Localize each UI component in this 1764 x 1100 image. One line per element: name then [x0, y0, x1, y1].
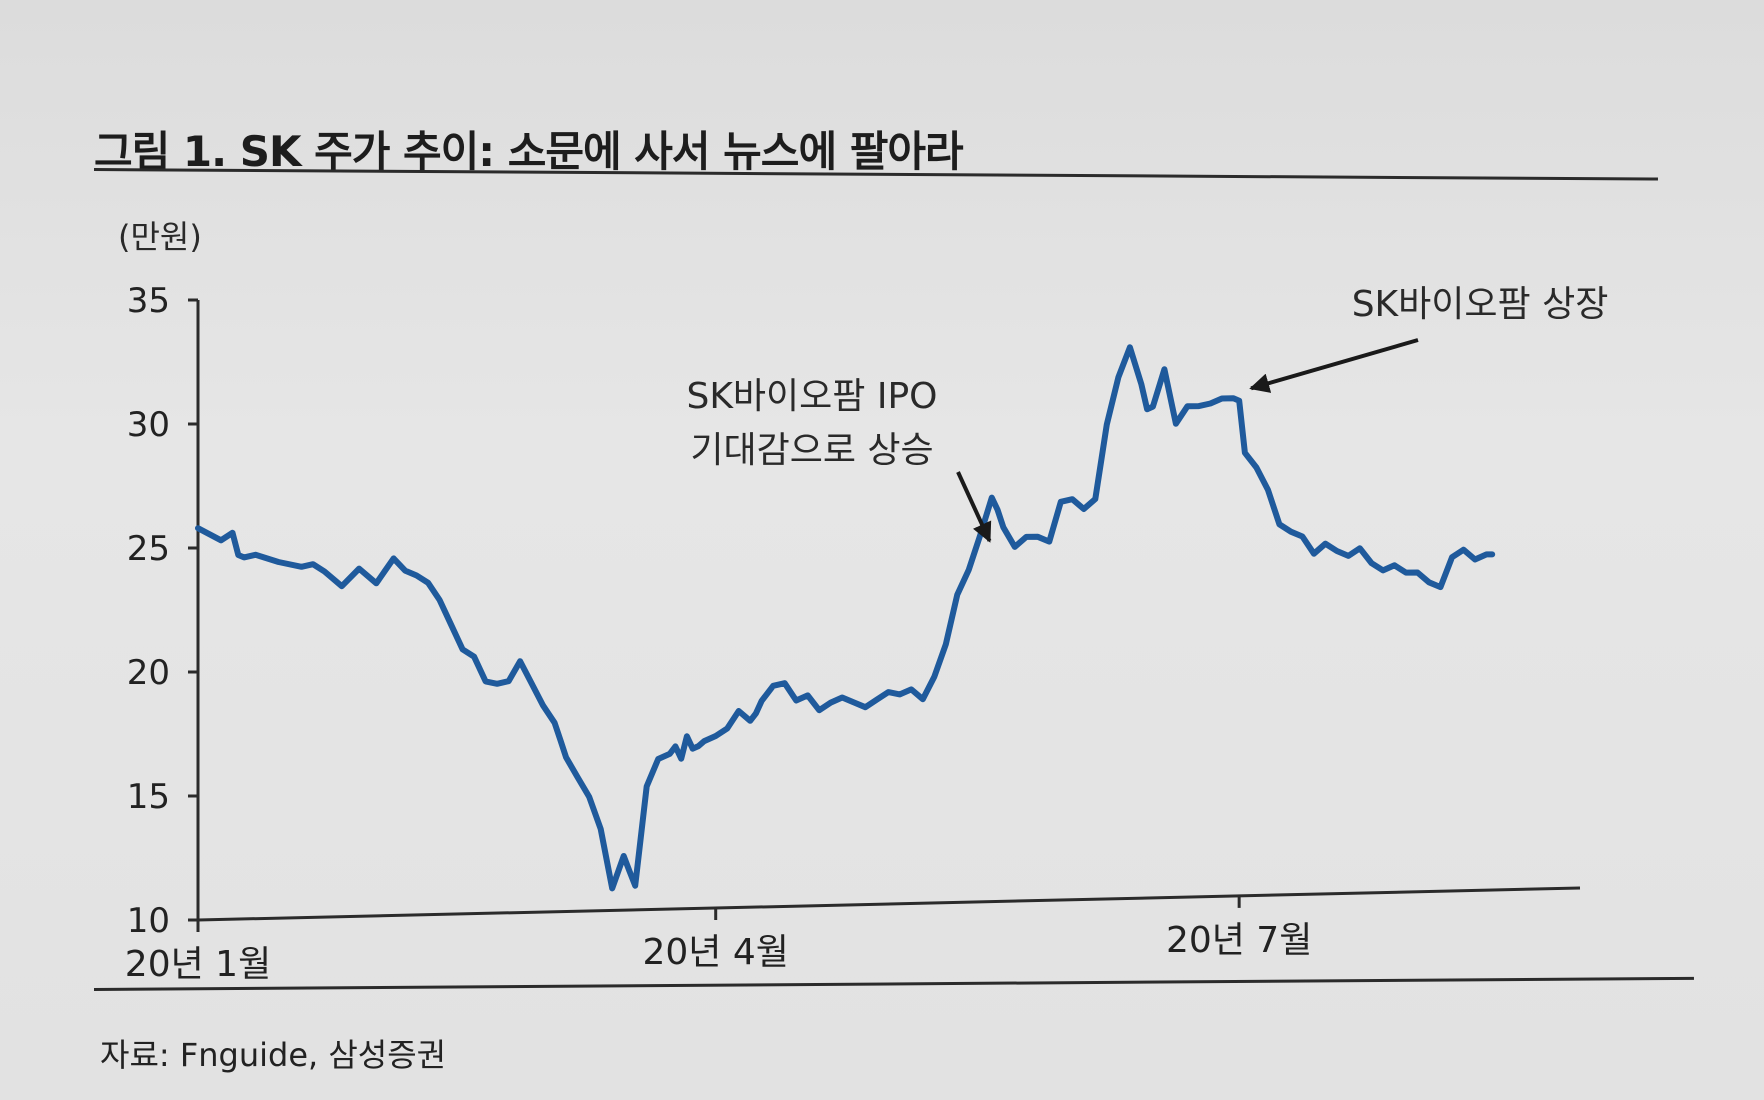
annotation-listing-arrow: [1249, 338, 1419, 393]
x-axis-line: [197, 886, 1581, 922]
annotation-ipo-line-2: 기대감으로 상승: [690, 430, 933, 471]
annotation-ipo-line-1: SK바이오팜 IPO: [686, 376, 937, 417]
y-tick-label: 25: [127, 529, 170, 569]
chart-annotations: SK바이오팜 IPO 기대감으로 상승 SK바이오팜 상장: [686, 284, 1609, 543]
chart-ticks: 10 15 20 25 30 35 20년 1월 20년 4월 20년 7월: [125, 281, 1313, 985]
y-tick-label: 15: [127, 777, 170, 817]
y-tick-label: 20: [127, 653, 170, 693]
source-note: 자료: Fnguide, 삼성증권: [100, 1036, 447, 1074]
figure-title: 그림 1. SK 주가 추이: 소문에 사서 뉴스에 팔아라: [94, 127, 964, 176]
y-axis-unit-label: (만원): [118, 218, 202, 256]
annotation-listing-label: SK바이오팜 상장: [1352, 284, 1609, 325]
y-tick-label: 35: [127, 281, 170, 321]
x-tick-label: 20년 7월: [1166, 920, 1312, 961]
chart-series: [195, 344, 1496, 892]
x-tick-label: 20년 1월: [125, 944, 271, 985]
y-tick-label: 30: [127, 405, 170, 445]
price-line: [195, 344, 1496, 892]
y-tick-label: 10: [127, 901, 170, 941]
x-tick-label: 20년 4월: [642, 932, 788, 973]
chart-axes: [196, 300, 1581, 922]
annotation-ipo-arrow: [956, 471, 992, 543]
